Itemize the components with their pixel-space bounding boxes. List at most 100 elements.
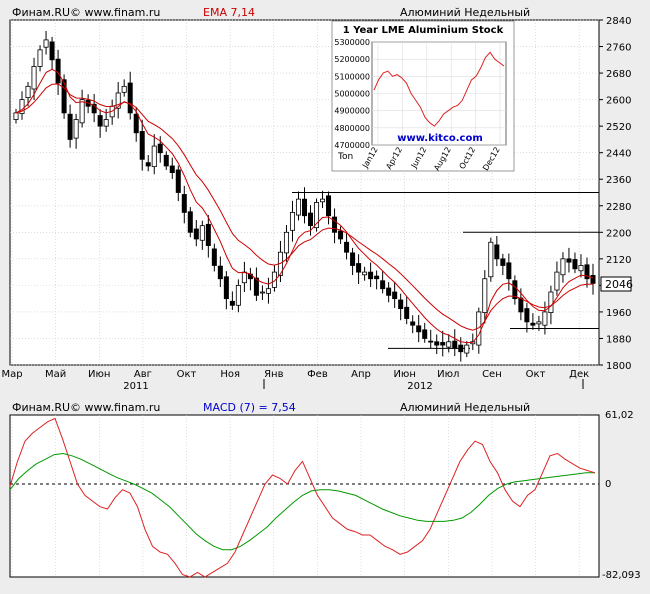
candle-body [175, 169, 181, 193]
price-x-tick-label: Июн [88, 369, 110, 380]
price-x-tick-label: Май [45, 369, 66, 380]
inset-link[interactable]: www.kitco.com [397, 133, 483, 144]
candle-body [440, 342, 446, 346]
candle-body [524, 308, 530, 323]
price-panel-indicator: EMA 7,14 [203, 6, 255, 19]
candle-body [380, 280, 386, 290]
candle-body [590, 275, 596, 284]
inset-y-tick-label: 5000000 [334, 90, 370, 99]
ema-fast-line [15, 68, 594, 344]
candle-body [151, 145, 157, 168]
price-y-tick-label: 2680 [606, 69, 631, 80]
inset-unit: Ton [337, 152, 353, 162]
last-price-box [600, 276, 632, 292]
price-x-tick-label: Сен [482, 369, 502, 380]
candle-body [223, 276, 229, 300]
candle-body [79, 99, 85, 124]
candle-body [332, 216, 338, 233]
candle-body [133, 113, 139, 134]
candle-body [283, 231, 289, 254]
candle-body [235, 284, 241, 306]
candle-body [584, 264, 590, 280]
candle-body [91, 103, 97, 114]
candle-body [392, 291, 398, 300]
price-panel-source: Финам.RU© www.finam.ru [12, 6, 160, 19]
macd-plot-area[interactable] [9, 414, 600, 578]
inset-y-tick-label: 4800000 [334, 124, 370, 133]
candle-body [193, 228, 199, 240]
candle-body [127, 82, 133, 114]
price-y-tick-label: 2360 [606, 175, 631, 186]
candle-body [13, 112, 19, 120]
candle-body [211, 248, 217, 266]
candle-body [554, 271, 560, 291]
macd-panel-indicator: MACD (7) = 7,54 [203, 401, 296, 414]
candle-body [163, 154, 169, 167]
ema-slow-line [15, 83, 594, 331]
inset-y-tick-label: 5100000 [334, 72, 370, 81]
candle-body [368, 271, 374, 280]
candle-body [410, 321, 416, 326]
candle-body [103, 119, 109, 127]
last-price-label: 2046 [600, 276, 633, 292]
candle-body [446, 341, 452, 348]
candle-body [422, 329, 428, 339]
price-x-tick-label: Авг [134, 369, 152, 380]
candle-body [289, 212, 295, 231]
support-resistance-levels [292, 192, 599, 349]
candle-body [572, 259, 578, 270]
price-x-tick-label: Окт [526, 369, 546, 380]
candle-body [49, 41, 55, 61]
candle-body [229, 300, 235, 306]
macd-min-label: -82,093 [602, 570, 641, 581]
price-x-tick-label: Янв [264, 369, 283, 380]
price-x-tick-label: Дек [569, 369, 589, 380]
candle-body [518, 297, 524, 313]
macd-signal-line [9, 452, 595, 551]
candle-body [506, 262, 512, 280]
price-y-tick-label: 2840 [606, 16, 631, 27]
candle-body [31, 66, 37, 90]
candle-body [374, 275, 380, 280]
price-y-tick-label: 2440 [606, 149, 631, 160]
candle-body [145, 162, 151, 167]
candle-body [488, 241, 494, 278]
candle-body [362, 271, 368, 276]
inset-stock-line [373, 51, 505, 127]
candle-body [169, 165, 175, 173]
macd-line [9, 417, 596, 578]
price-y-tick-label: 2280 [606, 202, 631, 213]
candle-body [25, 85, 31, 99]
price-x-tick-label: Апр [351, 369, 371, 380]
candle-body [326, 195, 332, 217]
candle-body [157, 143, 163, 154]
candle-body [320, 198, 326, 203]
macd-zero-label: 0 [605, 479, 611, 490]
candle-body [536, 321, 542, 325]
candle-body [434, 341, 440, 346]
price-y-tick-label: 2760 [606, 43, 631, 54]
candle-body [19, 99, 25, 114]
macd-max-label: 61,02 [605, 410, 634, 421]
candle-body [530, 322, 536, 326]
candle-body [217, 265, 223, 280]
candle-body [542, 311, 548, 326]
inset-y-tick-label: 4900000 [334, 107, 370, 116]
candle-body [464, 344, 470, 354]
candle-body [139, 131, 145, 160]
candle-body [398, 299, 404, 310]
candle-body [67, 113, 73, 140]
candle-body [404, 306, 410, 319]
price-year-label: 2011 [123, 381, 148, 392]
candle-body [356, 263, 362, 273]
price-x-tick-label: Окт [177, 369, 197, 380]
inset-y-axis: 5300000 5200000 5100000 5000000 4900000 48000… [334, 38, 370, 150]
candle-body [121, 85, 127, 93]
inset-y-tick-label: 5200000 [334, 55, 370, 64]
candle-body [350, 252, 356, 266]
inset-title: 1 Year LME Aluminium Stock [343, 25, 504, 36]
price-y-axis: 2840 2760 2680 2600 2520 2440 2360 2280 2200 2120… [599, 16, 631, 372]
price-x-tick-label: Июн [393, 369, 415, 380]
candle-body [452, 340, 458, 349]
